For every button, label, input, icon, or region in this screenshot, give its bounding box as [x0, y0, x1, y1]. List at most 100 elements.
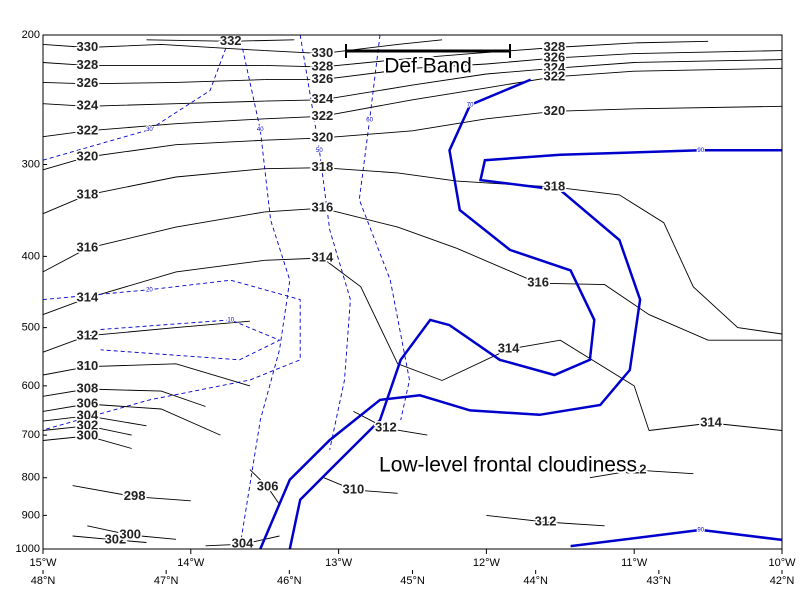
annotation: Def Band [384, 55, 472, 78]
theta-contour-label: 326 [544, 50, 566, 65]
theta-contour-label: 314 [700, 414, 722, 429]
theta-contour-label: 332 [220, 33, 242, 48]
theta-contour [456, 247, 782, 341]
theta-contour-label: 324 [311, 91, 333, 106]
theta-contour [42, 425, 132, 436]
x2-tick-label: 45°N [400, 575, 425, 587]
theta-contour-label: 318 [311, 159, 333, 174]
x2-tick-label: 44°N [523, 575, 548, 587]
theta-contour [42, 100, 265, 107]
theta-contour-label: 318 [544, 179, 566, 194]
theta-contour-label: 302 [76, 417, 98, 432]
theta-contour-label: 306 [257, 479, 279, 494]
theta-contour [353, 411, 428, 436]
theta-contour-label: 316 [527, 275, 549, 290]
theta-contour-label: 316 [311, 200, 333, 215]
plot-frame [42, 34, 783, 550]
theta-contour [72, 485, 191, 502]
theta-contour-label: 320 [311, 129, 333, 144]
x2-tick-label: 43°N [647, 575, 672, 587]
theta-contour-label: 312 [375, 420, 397, 435]
theta-contour-label: 328 [76, 57, 98, 72]
theta-contour-label: 300 [119, 526, 141, 541]
theta-contour [264, 39, 443, 55]
rh-contour [100, 319, 281, 361]
theta-contour-label: 320 [76, 148, 98, 163]
rh-contour-label: 10 [227, 317, 234, 323]
theta-contour [42, 79, 265, 85]
theta-contour [648, 422, 783, 431]
rh-contour-label: 40 [257, 127, 264, 133]
theta-contour [42, 168, 265, 215]
theta-contour-label: 302 [105, 531, 127, 546]
theta-contour-label: 320 [544, 103, 566, 118]
x-tick-label: 13°W [325, 557, 353, 569]
theta-contour [264, 53, 472, 68]
theta-contour [486, 105, 783, 120]
y-tick-label: 1000 [16, 543, 40, 555]
y-tick-label: 500 [22, 322, 40, 334]
theta-contour [264, 73, 487, 102]
theta-contour-label: 330 [311, 45, 333, 60]
y-tick-label: 900 [22, 509, 40, 521]
rh-contour [42, 279, 301, 431]
theta-contour-label: 304 [76, 407, 98, 422]
x-tick-label: 15°W [29, 557, 57, 569]
theta-contour [72, 535, 147, 543]
rh-contour [42, 34, 232, 161]
theta-contour [264, 207, 457, 249]
theta-contour-label: 314 [311, 249, 333, 264]
theta-contour [42, 43, 265, 52]
theta-contour-label: 310 [76, 358, 98, 373]
rh-contour-label: 70 [467, 103, 474, 109]
theta-contour [264, 257, 443, 381]
theta-contour-label: 322 [311, 108, 333, 123]
theta-contour-label: 316 [76, 240, 98, 255]
theta-contour [42, 435, 132, 449]
theta-contour-label: 312 [625, 461, 647, 476]
rh-contour [259, 149, 782, 550]
annotation: Low-level frontal cloudiness [379, 454, 637, 477]
theta-contour [264, 63, 487, 81]
theta-contour-label: 318 [76, 186, 98, 201]
theta-contour [486, 67, 783, 89]
theta-contour [42, 388, 206, 407]
theta-contour [42, 62, 265, 66]
y-tick-label: 200 [22, 29, 40, 41]
y-tick-label: 300 [22, 158, 40, 170]
x-tick-label: 10°W [768, 557, 796, 569]
def-band-bar [345, 44, 511, 58]
theta-contour-label: 314 [76, 290, 98, 305]
theta-contour [146, 39, 295, 42]
theta-contour [42, 363, 251, 387]
theta-contour-label: 306 [76, 395, 98, 410]
theta-contour [87, 525, 177, 540]
rh-contour-label: 90 [697, 148, 704, 154]
theta-contour [205, 535, 280, 547]
theta-contour-label: 326 [311, 71, 333, 86]
theta-contour-label: 322 [76, 122, 98, 137]
y-tick-label: 400 [22, 250, 40, 262]
theta-contour [441, 339, 650, 431]
rh-contour-label: 90 [697, 527, 704, 533]
theta-contour [42, 118, 265, 138]
x2-tick-label: 48°N [31, 575, 56, 587]
x-tick-label: 11°W [621, 557, 648, 569]
rh-contour [239, 34, 291, 550]
theta-contour-label: 324 [76, 98, 98, 113]
theta-contour [42, 211, 265, 273]
theta-contour [486, 50, 783, 65]
y-tick-label: 600 [22, 380, 40, 392]
theta-contour-label: 298 [124, 488, 146, 503]
theta-contour [249, 469, 280, 505]
rh-contour-label: 60 [366, 118, 373, 124]
x2-tick-label: 46°N [277, 575, 302, 587]
theta-contour-label: 312 [535, 513, 557, 528]
x2-tick-label: 47°N [154, 575, 179, 587]
theta-contour [471, 40, 709, 55]
rh-contour [299, 34, 351, 450]
plot-area [43, 35, 782, 549]
theta-contour-label: 328 [544, 39, 566, 54]
